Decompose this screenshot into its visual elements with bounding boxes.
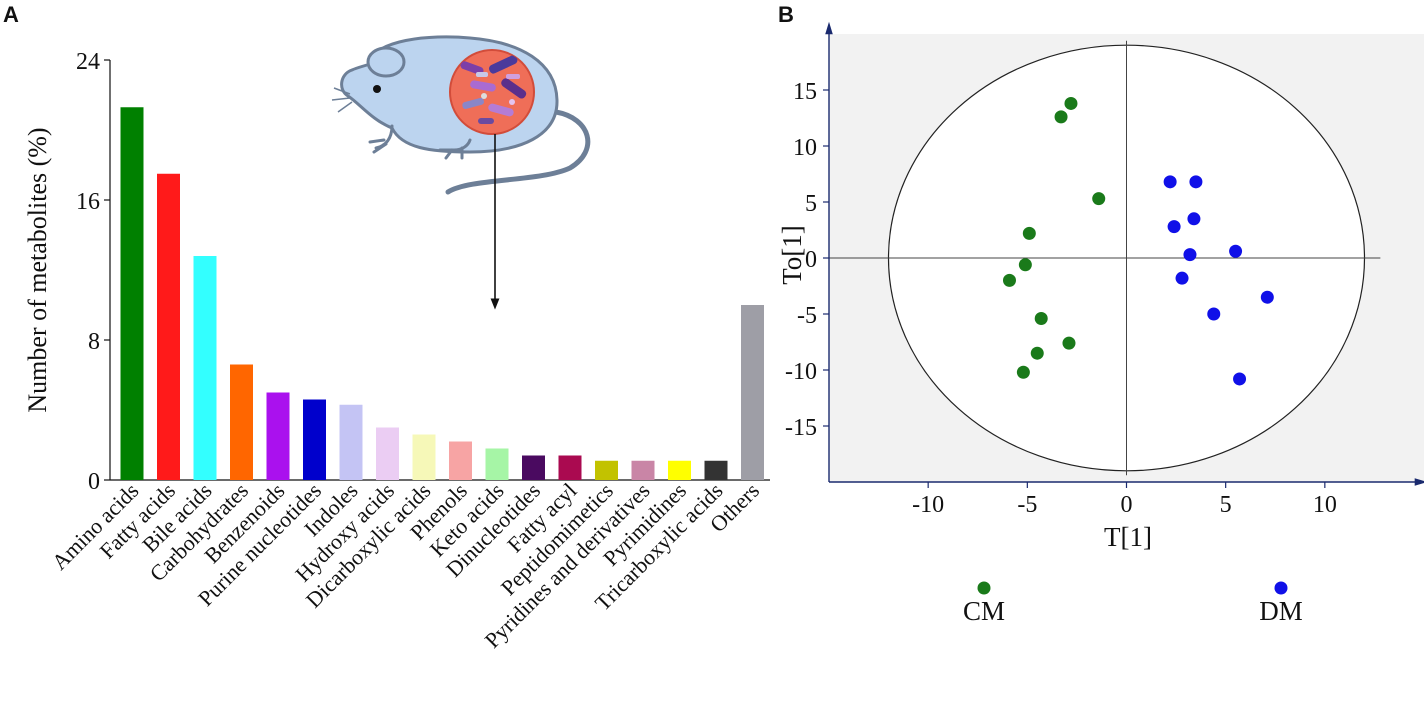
bar-amino-acids: [120, 107, 144, 480]
bar-benzenoids: [266, 392, 290, 480]
panel-b-label: B: [778, 2, 794, 27]
mouse-eye: [373, 85, 381, 93]
scatter-point-cm: [1030, 346, 1044, 360]
scatter-x-tick-label: 5: [1220, 492, 1232, 518]
scatter-point-dm: [1207, 307, 1221, 321]
bar-peptidomimetics: [595, 460, 618, 480]
scatter-ticks: -10 -5 0 5 10 -15 -10 -5 0 5 10 15: [785, 79, 1337, 518]
scatter-y-tick-label: -15: [785, 415, 817, 441]
scatter-points: [1002, 96, 1274, 386]
scatter-x-axis-label: T[1]: [1104, 522, 1152, 552]
bar-pyridines-and-derivatives: [631, 460, 655, 480]
mouse-whiskers: [331, 87, 353, 113]
scatter-point-dm: [1233, 372, 1247, 386]
bar-phenols: [449, 441, 472, 480]
legend-label-cm: CM: [963, 596, 1005, 626]
scatter-x-tick-label: -5: [1017, 492, 1037, 518]
bar-carbohydrates: [230, 364, 253, 480]
scatter-y-axis-label: To[1]: [777, 225, 807, 285]
scatter-point-dm: [1175, 271, 1189, 285]
scatter-point-dm: [1163, 175, 1177, 189]
scatter-point-cm: [1016, 365, 1030, 379]
scatter-x-tick-label: -10: [912, 492, 944, 518]
scatter-point-cm: [1002, 273, 1016, 287]
bar-y-ticks: 0 8 16 24: [76, 49, 110, 495]
bar-y-tick-label: 24: [76, 49, 100, 75]
legend-marker-cm: [977, 581, 991, 595]
bar-fatty-acyl: [558, 455, 582, 480]
scatter-y-tick-label: 0: [805, 247, 817, 273]
panel-a-label: A: [3, 2, 19, 27]
scatter-point-cm: [1064, 96, 1078, 110]
bar-pyrimidines: [668, 460, 691, 480]
scatter-y-tick-label: -5: [797, 303, 817, 329]
mouse-ear: [366, 46, 406, 78]
scatter-point-dm: [1187, 212, 1201, 226]
bar-fatty-acids: [157, 173, 180, 480]
gut-microbiota: [449, 49, 535, 135]
scatter-chart: -10 -5 0 5 10 -15 -10 -5 0 5 10 15 T[1] To[1] CM DM: [777, 21, 1424, 626]
scatter-point-cm: [1034, 311, 1048, 325]
scatter-point-cm: [1062, 336, 1076, 350]
scatter-point-dm: [1167, 220, 1181, 234]
legend-marker-dm: [1274, 581, 1288, 595]
mouse-tail: [445, 109, 591, 195]
bar-series: [120, 107, 764, 480]
scatter-y-tick-label: -10: [785, 359, 817, 385]
scatter-legend: CM DM: [963, 581, 1303, 626]
mouse-front-leg: [368, 124, 394, 154]
bar-dicarboxylic-acids: [412, 434, 436, 480]
scatter-y-tick-label: 15: [793, 79, 817, 105]
bar-y-tick-label: 8: [88, 329, 100, 355]
scatter-point-dm: [1189, 175, 1203, 189]
scatter-x-tick-label: 0: [1121, 492, 1133, 518]
scatter-point-cm: [1018, 258, 1032, 272]
bar-hydroxy-acids: [376, 427, 399, 480]
bar-chart-axes: [109, 60, 770, 481]
bar-purine-nucleotides: [303, 399, 326, 480]
bar-others: [741, 305, 764, 480]
scatter-point-cm: [1022, 226, 1036, 240]
scatter-point-dm: [1260, 290, 1274, 304]
scatter-y-tick-label: 10: [793, 135, 817, 161]
bar-y-axis-label: Number of metabolites (%): [23, 127, 52, 412]
legend-label-dm: DM: [1259, 596, 1303, 626]
scatter-y-tick-label: 5: [805, 191, 817, 217]
scatter-point-dm: [1229, 244, 1243, 258]
scatter-point-dm: [1183, 248, 1197, 262]
bar-dinucleotides: [522, 455, 545, 480]
bar-keto-acids: [485, 448, 509, 480]
mouse-hind-leg: [438, 138, 472, 160]
scatter-point-cm: [1054, 110, 1068, 124]
bar-bile-acids: [193, 256, 217, 480]
bar-indoles: [339, 404, 363, 480]
bar-tricarboxylic-acids: [704, 460, 728, 480]
mouse-illustration: [331, 35, 591, 310]
bar-y-tick-label: 0: [88, 469, 100, 495]
scatter-point-cm: [1092, 192, 1106, 206]
scatter-x-tick-label: 10: [1313, 492, 1337, 518]
bar-y-tick-label: 16: [76, 189, 100, 215]
